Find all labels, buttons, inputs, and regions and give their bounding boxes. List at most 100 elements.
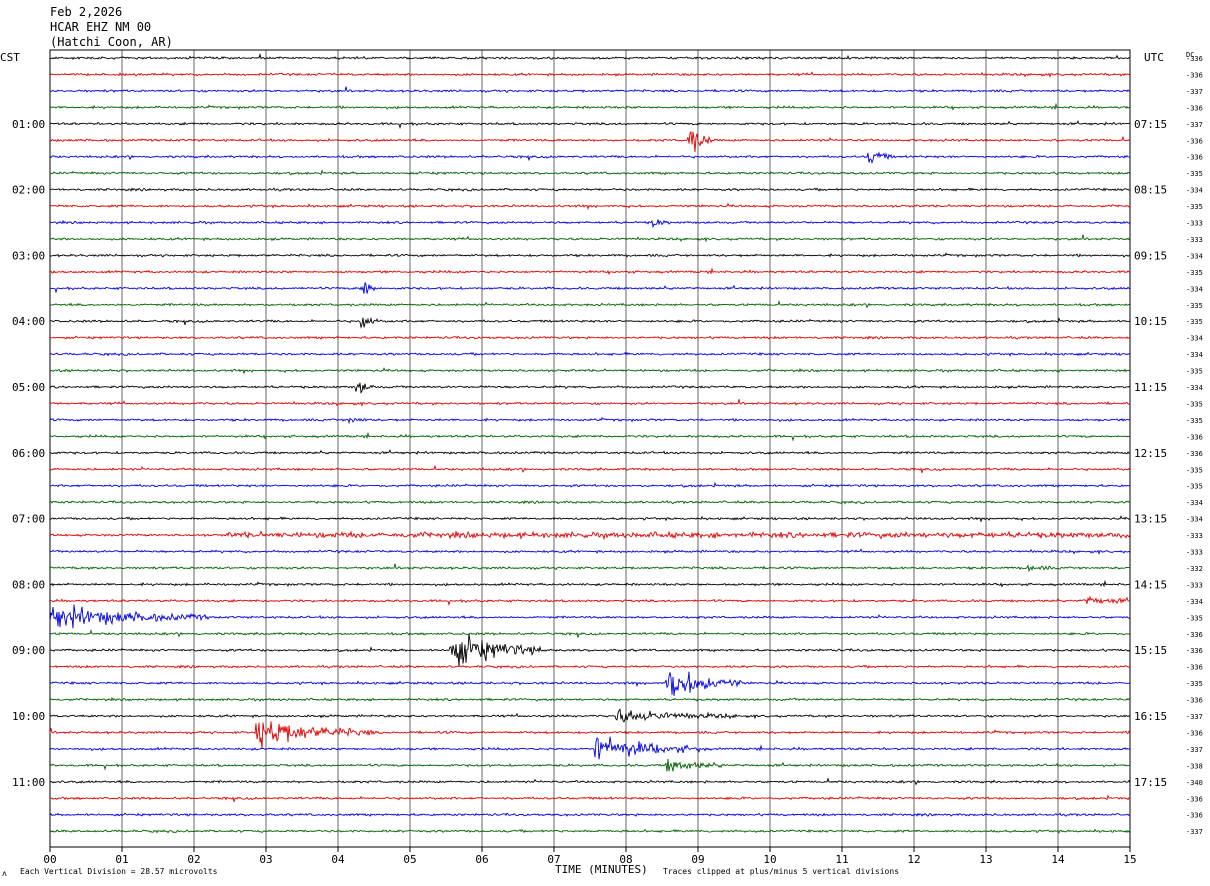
x-tick-label: 11 xyxy=(835,853,848,866)
trace-line xyxy=(49,234,1131,243)
cst-hour-label: 10:00 xyxy=(12,710,45,723)
trace-line xyxy=(49,812,1131,817)
utc-hour-label: 11:15 xyxy=(1134,381,1167,394)
x-tick-label: 14 xyxy=(1051,853,1065,866)
x-tick-label: 03 xyxy=(259,853,272,866)
cst-hour-label: 06:00 xyxy=(12,447,45,460)
record-date: Feb 2,2026 xyxy=(50,5,122,19)
utc-hour-label: 10:15 xyxy=(1134,315,1167,328)
corner-mark: ʌ xyxy=(2,869,7,878)
dc-offset-value: -334 xyxy=(1186,384,1203,392)
vertical-division-note: Each Vertical Division = 28.57 microvolt… xyxy=(20,867,218,876)
trace-line xyxy=(49,595,1131,607)
dc-offset-value: -335 xyxy=(1186,614,1203,622)
trace-line xyxy=(49,794,1131,803)
dc-offset-value: -340 xyxy=(1186,779,1203,787)
trace-line xyxy=(49,52,1131,61)
trace-line xyxy=(49,316,1131,329)
utc-hour-label: 08:15 xyxy=(1134,184,1167,197)
dc-offset-header: DC xyxy=(1186,51,1194,59)
trace-line xyxy=(49,579,1131,588)
utc-hour-label: 07:15 xyxy=(1134,118,1167,131)
trace-line xyxy=(49,499,1131,505)
dc-offset-value: -333 xyxy=(1186,220,1203,228)
trace-line xyxy=(49,633,1131,667)
trace-line xyxy=(49,431,1131,442)
trace-line xyxy=(49,71,1131,78)
x-tick-label: 04 xyxy=(331,853,345,866)
trace-line xyxy=(49,282,1131,294)
dc-offset-value: -335 xyxy=(1186,318,1203,326)
trace-line xyxy=(49,530,1131,541)
dc-offset-value: -335 xyxy=(1186,483,1203,491)
dc-offset-value: -335 xyxy=(1186,400,1203,408)
trace-line xyxy=(49,464,1131,474)
dc-offset-value: -335 xyxy=(1186,269,1203,277)
trace-line xyxy=(49,736,1131,760)
plot-frame xyxy=(49,49,1131,848)
dc-offset-value: -334 xyxy=(1186,598,1203,606)
trace-line xyxy=(49,335,1131,340)
x-axis-title: TIME (MINUTES) xyxy=(555,863,648,876)
x-tick-label: 13 xyxy=(979,853,992,866)
dc-offset-value: -334 xyxy=(1186,351,1203,359)
station-id: HCAR EHZ NM 00 xyxy=(50,20,151,34)
minute-gridlines xyxy=(49,49,1131,852)
dc-offset-value: -336 xyxy=(1186,71,1203,79)
x-tick-label: 10 xyxy=(763,853,776,866)
dc-offset-value: -335 xyxy=(1186,466,1203,474)
dc-offset-value: -335 xyxy=(1186,170,1203,178)
trace-line xyxy=(49,120,1131,130)
cst-hour-label: 02:00 xyxy=(12,184,45,197)
x-tick-label: 12 xyxy=(907,853,920,866)
dc-offset-value: -333 xyxy=(1186,549,1203,557)
dc-offset-value: -336 xyxy=(1186,795,1203,803)
dc-offset-value: -337 xyxy=(1186,828,1203,836)
dc-offset-value: -333 xyxy=(1186,581,1203,589)
cst-hour-label: 03:00 xyxy=(12,249,45,262)
x-tick-label: 05 xyxy=(403,853,416,866)
trace-line xyxy=(49,130,1131,153)
trace-line xyxy=(49,671,1131,696)
left-timezone-label: CST xyxy=(0,51,20,64)
trace-line xyxy=(49,721,1131,749)
dc-offset-value: -337 xyxy=(1186,746,1203,754)
cst-hour-label: 08:00 xyxy=(12,578,45,591)
trace-line xyxy=(49,187,1131,193)
trace-line xyxy=(49,708,1131,723)
axis-labels: 00 01 02 03 04 05 06 07 08 09 10 11 12 13 14 15 01:00 02:… xyxy=(12,55,1203,866)
dc-offset-value: -336 xyxy=(1186,812,1203,820)
trace-line xyxy=(49,758,1131,772)
station-location: (Hatchi Coon, AR) xyxy=(50,35,173,49)
dc-offset-value: -336 xyxy=(1186,137,1203,145)
utc-hour-label: 09:15 xyxy=(1134,249,1167,262)
dc-offset-value: -338 xyxy=(1186,762,1203,770)
x-tick-label: 00 xyxy=(43,853,56,866)
dc-offset-value: -336 xyxy=(1186,697,1203,705)
dc-offset-value: -334 xyxy=(1186,335,1203,343)
trace-line xyxy=(49,664,1131,670)
cst-hour-label: 04:00 xyxy=(12,315,45,328)
dc-offset-value: -333 xyxy=(1186,532,1203,540)
dc-offset-value: -335 xyxy=(1186,417,1203,425)
trace-line xyxy=(49,219,1131,229)
trace-line xyxy=(49,169,1131,176)
seismic-traces xyxy=(49,52,1131,834)
trace-line xyxy=(49,151,1131,164)
trace-line xyxy=(49,828,1131,834)
utc-hour-label: 12:15 xyxy=(1134,447,1167,460)
x-tick-label: 07 xyxy=(547,853,560,866)
dc-offset-value: -336 xyxy=(1186,55,1203,63)
trace-line xyxy=(49,449,1131,455)
clipping-note: Traces clipped at plus/minus 5 vertical … xyxy=(663,867,899,876)
trace-line xyxy=(49,399,1131,407)
x-tick-label: 01 xyxy=(115,853,128,866)
dc-offset-value: -332 xyxy=(1186,565,1203,573)
utc-hour-label: 13:15 xyxy=(1134,513,1167,526)
trace-line xyxy=(49,777,1131,786)
dc-offset-value: -337 xyxy=(1186,713,1203,721)
dc-offset-value: -334 xyxy=(1186,285,1203,293)
trace-line xyxy=(49,202,1131,211)
cst-hour-label: 07:00 xyxy=(12,513,45,526)
dc-offset-value: -337 xyxy=(1186,121,1203,129)
